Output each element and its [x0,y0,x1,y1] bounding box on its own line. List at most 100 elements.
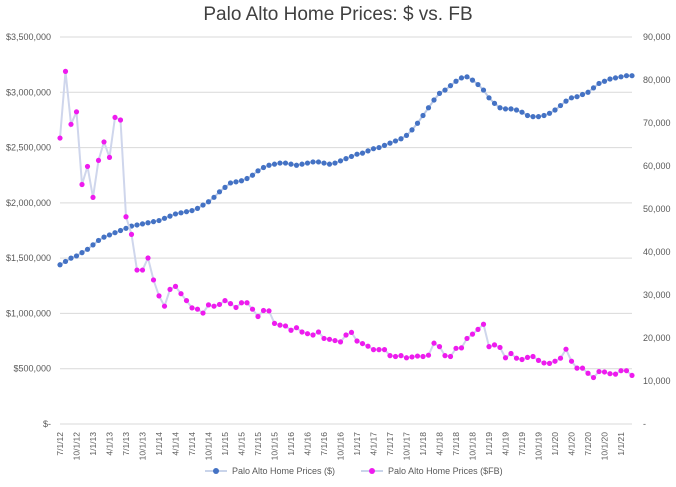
data-point-usd [139,221,146,227]
data-point-fb [172,283,179,289]
data-point-fb [304,331,311,337]
data-point-fb [123,214,129,220]
data-point-usd [513,107,520,113]
y-left-tick-label: $3,500,000 [6,32,51,42]
data-point-fb [568,358,575,364]
y-left-tick-label: $2,000,000 [6,198,51,208]
data-point-fb [189,305,195,311]
data-point-usd [277,160,283,166]
data-point-usd [332,160,338,166]
data-point-usd [101,234,107,240]
x-tick-label: 10/1/12 [72,432,82,461]
data-point-fb [233,304,239,311]
data-point-usd [552,107,558,113]
x-tick-label: 1/1/17 [352,432,362,456]
data-point-usd [227,180,234,186]
y-left-tick-label: $- [43,419,51,429]
x-tick-label: 1/1/16 [286,432,296,456]
legend-label-usd: Palo Alto Home Prices ($) [232,466,336,476]
data-point-usd [425,105,432,111]
data-point-fb [293,325,300,331]
data-point-fb [348,329,355,336]
y-left-tick-label: $1,500,000 [6,253,51,263]
data-point-usd [238,178,245,184]
data-point-usd [398,136,404,142]
data-point-usd [557,102,564,109]
data-point-fb [475,326,481,332]
data-point-fb [194,306,201,312]
data-point-usd [365,148,371,154]
legend-swatch-usd [205,467,227,475]
data-point-usd [205,199,212,205]
data-point-usd [612,75,619,81]
legend-label-fb: Palo Alto Home Prices ($FB) [388,466,503,476]
data-point-usd [304,160,311,166]
data-point-fb [524,354,531,360]
x-tick-label: 10/1/18 [468,432,478,461]
x-tick-label: 1/1/15 [220,432,230,456]
data-point-usd [84,246,91,252]
data-point-fb [590,374,597,381]
data-point-usd [310,159,316,165]
data-point-fb [315,329,322,335]
data-point-fb [447,353,454,360]
data-point-usd [447,83,454,89]
x-tick-label: 1/1/21 [616,432,626,456]
x-tick-label: 7/1/15 [253,432,263,456]
data-point-fb [95,157,102,164]
data-point-fb [277,322,283,328]
data-point-fb [359,340,366,347]
data-point-fb [62,68,69,74]
data-point-usd [629,73,635,79]
data-point-fb [282,323,289,329]
chart-title: Palo Alto Home Prices: $ vs. FB [203,4,473,25]
data-point-fb [612,371,619,377]
data-point-usd [563,98,569,104]
x-tick-label: 10/1/17 [402,432,412,461]
x-tick-label: 7/1/14 [187,432,197,456]
y-right-tick-label: 80,000 [643,75,671,85]
data-point-fb [596,368,602,375]
data-point-fb [156,293,162,299]
legend-swatch-fb [361,467,384,475]
data-point-fb [623,368,630,374]
data-point-fb [502,355,509,361]
data-point-usd [381,142,388,148]
data-point-fb [332,337,338,344]
data-point-usd [293,162,300,168]
data-point-fb [178,291,184,297]
data-point-fb [458,345,465,351]
data-point-fb [227,301,234,307]
data-point-usd [95,237,102,244]
data-point-fb [436,344,443,350]
legend-item-usd[interactable]: Palo Alto Home Prices ($) [205,466,335,476]
y-right-tick-label: 90,000 [643,32,671,42]
data-point-usd [431,97,437,103]
data-point-fb [579,365,586,371]
data-point-usd [161,215,168,221]
data-point-fb [167,286,173,293]
data-point-fb [244,300,250,306]
x-tick-label: 7/1/18 [451,432,461,456]
x-tick-label: 10/1/16 [336,432,346,461]
data-point-usd [519,109,525,115]
x-tick-label: 10/1/14 [204,432,214,461]
data-point-usd [315,159,322,165]
data-point-usd [62,258,69,265]
data-point-usd [156,217,162,224]
legend-item-fb[interactable]: Palo Alto Home Prices ($FB) [361,466,503,476]
data-point-usd [194,205,201,211]
data-point-usd [497,105,503,111]
y-right-tick-label: 40,000 [643,247,671,257]
y-left-tick-label: $3,000,000 [6,87,51,97]
data-point-fb [79,181,85,188]
data-point-fb [145,255,151,261]
data-point-fb [480,321,487,327]
data-point-usd [436,90,443,96]
data-point-fb [425,352,432,358]
x-tick-label: 1/1/18 [418,432,428,456]
data-point-fb [139,267,146,273]
data-point-usd [607,76,613,82]
data-point-usd [579,91,586,98]
y-right-tick-label: 70,000 [643,118,671,128]
